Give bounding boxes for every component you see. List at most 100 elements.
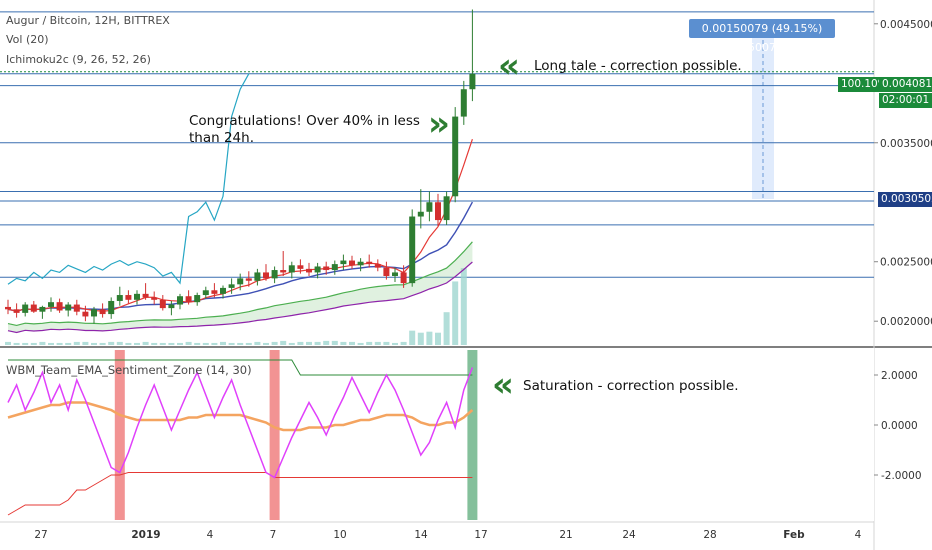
volume-bar-13 (116, 341, 123, 345)
volume-bar-17 (151, 342, 158, 345)
volume-bar-7 (65, 342, 72, 345)
x-tick-label-9: 28 (703, 529, 716, 541)
candle-body-24 (211, 290, 218, 294)
candle-body-32 (280, 270, 287, 273)
volume-bar-45 (392, 342, 398, 345)
x-tick-label-10: Feb (783, 529, 805, 541)
volume-bar-49 (426, 331, 433, 345)
sentiment-tick-label-1: 0.0000 (881, 420, 918, 432)
candle-body-39 (340, 260, 347, 265)
volume-bar-43 (374, 341, 381, 345)
volume-bar-3 (30, 342, 37, 345)
candle-body-31 (271, 270, 278, 279)
candle-body-13 (116, 295, 123, 301)
candle-body-35 (306, 268, 312, 273)
volume-bar-50 (435, 332, 441, 345)
sentiment-zone-0 (114, 350, 125, 520)
volume-bar-12 (108, 341, 115, 345)
candle-body-52 (452, 116, 459, 197)
volume-bar-33 (288, 342, 295, 345)
candle-body-2 (22, 304, 29, 313)
volume-bar-51 (443, 312, 450, 345)
volume-bar-41 (357, 342, 364, 345)
sentiment-fast-line (7, 367, 474, 479)
candle-body-16 (142, 293, 149, 298)
last-pct-tag: 100.10% (838, 77, 891, 92)
volume-bar-10 (91, 342, 97, 345)
candle-body-40 (349, 260, 355, 266)
candle-body-17 (151, 297, 158, 300)
x-tick-label-8: 24 (622, 529, 636, 541)
ichimoku-cloud (8, 241, 473, 333)
candle-body-47 (409, 216, 416, 284)
candle-body-38 (331, 264, 338, 271)
volume-bar-5 (48, 342, 54, 345)
volume-bar-22 (194, 342, 201, 345)
congrats-line2: than 24h. (189, 130, 254, 146)
chart-title: Augur / Bitcoin, 12H, BITTREX (6, 14, 170, 27)
congrats-line1: Congratulations! Over 40% in less (189, 113, 420, 129)
candle-body-29 (254, 272, 261, 281)
volume-bar-42 (366, 341, 373, 345)
x-tick-label-4: 10 (333, 529, 346, 541)
volume-bar-24 (211, 342, 218, 345)
volume-bar-11 (99, 342, 106, 345)
volume-bar-27 (237, 342, 244, 345)
candle-body-15 (134, 293, 140, 300)
candle-body-41 (357, 261, 364, 266)
volume-bar-8 (73, 341, 80, 345)
chevron-left-icon-2: « (492, 365, 514, 405)
candle-body-23 (202, 290, 209, 296)
candle-body-21 (185, 296, 192, 303)
volume-bar-26 (228, 342, 235, 345)
sentiment-upper-line (8, 359, 473, 376)
candle-body-44 (383, 267, 390, 276)
chevron-right-icon: » (428, 104, 450, 144)
volume-bar-34 (297, 341, 304, 345)
candle-body-3 (30, 304, 37, 312)
candle-body-43 (374, 264, 381, 268)
candle-body-45 (392, 272, 398, 276)
candle-body-14 (125, 295, 132, 300)
candle-body-28 (245, 278, 252, 281)
candle-body-7 (65, 304, 72, 311)
volume-bar-36 (314, 341, 321, 345)
volume-bar-48 (417, 332, 424, 345)
sentiment-zone-1 (269, 350, 280, 520)
x-tick-label-6: 17 (474, 529, 487, 541)
level-price-tag: 0.00305029 (878, 192, 932, 207)
volume-bar-46 (400, 341, 407, 345)
candle-body-54 (469, 73, 476, 90)
x-tick-label-1: 2019 (131, 529, 160, 541)
volume-bar-28 (245, 342, 252, 345)
measure-label[interactable]: 0.00150079 (49.15%) 150079 (689, 19, 835, 54)
y-tick-label-0: 0.00450000 (880, 19, 932, 31)
chikou-line (7, 73, 250, 285)
sentiment-zone-2 (467, 350, 478, 520)
candle-body-42 (366, 261, 373, 265)
x-tick-label-2: 4 (207, 529, 214, 541)
candle-body-25 (220, 287, 226, 294)
volume-bar-47 (409, 330, 416, 345)
volume-bar-2 (22, 342, 29, 345)
candle-body-48 (417, 211, 424, 217)
volume-bar-40 (349, 341, 355, 345)
volume-bar-53 (460, 268, 467, 345)
volume-bar-15 (134, 342, 140, 345)
volume-bar-25 (220, 341, 226, 345)
candle-body-49 (426, 202, 433, 212)
volume-bar-30 (263, 342, 269, 345)
long-tale-note: Long tale - correction possible. (534, 58, 742, 74)
x-tick-label-5: 14 (414, 529, 428, 541)
volume-bar-14 (125, 342, 132, 345)
candle-body-53 (460, 89, 467, 117)
y-tick-label-2: 0.00250000 (880, 257, 932, 269)
volume-bar-52 (452, 281, 459, 345)
volume-bar-32 (280, 340, 287, 345)
candle-body-8 (73, 304, 80, 312)
candle-body-46 (400, 272, 407, 284)
y-tick-label-3: 0.00200000 (880, 316, 932, 328)
candle-body-33 (288, 265, 295, 273)
candle-body-0 (5, 306, 11, 310)
